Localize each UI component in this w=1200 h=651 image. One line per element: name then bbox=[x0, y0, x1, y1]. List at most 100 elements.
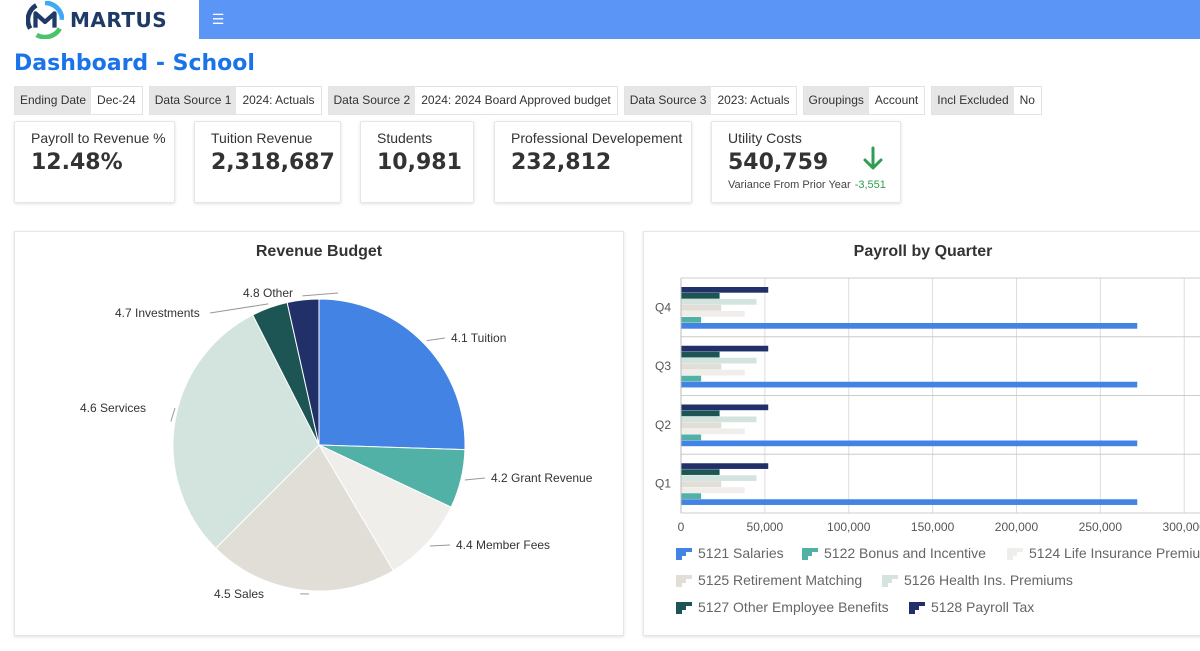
pie-leader-line bbox=[429, 544, 451, 547]
bar-q4-5128-payroll-tax[interactable] bbox=[681, 287, 769, 293]
kpi-card-payroll-to-revenue[interactable]: Payroll to Revenue % 12.48% bbox=[14, 121, 175, 203]
menu-toggle-icon[interactable]: ☰ bbox=[211, 11, 225, 27]
bar-q2-5125-retirement-matching[interactable] bbox=[681, 422, 722, 429]
bar-q1-5122-bonus-and-incentive[interactable] bbox=[681, 493, 702, 499]
legend-item-health-ins[interactable]: 5126 Health Ins. Premiums bbox=[882, 572, 1073, 588]
bar-q2-5124-life-insurance-premiums[interactable] bbox=[681, 428, 745, 435]
kpi-label: Professional Developement bbox=[511, 130, 683, 146]
bar-q2-5128-payroll-tax[interactable] bbox=[681, 404, 769, 411]
bar-q1-5121-salaries[interactable] bbox=[681, 499, 1138, 505]
pie-label-4-4-member-fees: 4.4 Member Fees bbox=[456, 538, 550, 552]
kpi-value: 2,318,687 bbox=[211, 150, 335, 175]
bar-q2-5122-bonus-and-incentive[interactable] bbox=[681, 434, 702, 441]
kpi-card-tuition-revenue[interactable]: Tuition Revenue 2,318,687 bbox=[194, 121, 341, 203]
filter-incl-excluded[interactable]: Incl Excluded No bbox=[931, 86, 1042, 115]
kpi-card-professional-development[interactable]: Professional Developement 232,812 bbox=[494, 121, 692, 203]
filter-value[interactable]: 2023: Actuals bbox=[711, 87, 796, 114]
pie-slice-4-5-sales[interactable] bbox=[215, 444, 395, 592]
pie-label-4-5-sales: 4.5 Sales bbox=[214, 587, 264, 601]
pie-slice-4-8-other[interactable] bbox=[286, 298, 320, 446]
filter-label: Data Source 1 bbox=[149, 87, 237, 114]
legend-item-salaries[interactable]: 5121 Salaries bbox=[676, 545, 784, 561]
top-bar: MARTUS ☰ bbox=[0, 0, 1200, 39]
legend-swatch bbox=[882, 575, 898, 588]
legend-item-retirement[interactable]: 5125 Retirement Matching bbox=[676, 572, 862, 588]
filter-value[interactable]: No bbox=[1013, 87, 1041, 114]
bar-q2-5127-other-employee-benefits[interactable] bbox=[681, 410, 720, 417]
payroll-chart-title: Payroll by Quarter bbox=[853, 243, 993, 260]
bar-q3-5126-health-ins-premiums[interactable] bbox=[681, 357, 757, 364]
filter-ending-date[interactable]: Ending Date Dec-24 bbox=[14, 86, 143, 115]
kpi-label: Tuition Revenue bbox=[211, 130, 313, 146]
bar-q4-5126-health-ins-premiums[interactable] bbox=[681, 299, 757, 305]
filter-value[interactable]: 2024: 2024 Board Approved budget bbox=[415, 87, 617, 114]
pie-slice-4-1-tuition[interactable] bbox=[318, 298, 466, 451]
pie-slice-4-4-member-fees[interactable] bbox=[317, 443, 452, 572]
filter-groupings[interactable]: Groupings Account bbox=[802, 86, 926, 115]
bar-q4-5124-life-insurance-premiums[interactable] bbox=[681, 311, 745, 317]
nav-bar: ☰ bbox=[199, 0, 1200, 39]
filter-value[interactable]: Dec-24 bbox=[91, 87, 142, 114]
bar-q1-5126-health-ins-premiums[interactable] bbox=[681, 475, 757, 481]
y-tick-label-q3: Q3 bbox=[655, 359, 671, 373]
page-title: Dashboard - School bbox=[14, 51, 255, 76]
legend-item-other-benefits[interactable]: 5127 Other Employee Benefits bbox=[676, 599, 889, 615]
revenue-budget-panel: Revenue Budget 4.1 Tuition 4.2 Grant Reve… bbox=[14, 231, 624, 636]
logo[interactable]: MARTUS bbox=[0, 0, 199, 39]
kpi-card-utility-costs[interactable]: Utility Costs 540,759 Variance From Prio… bbox=[711, 121, 901, 203]
filter-label: Ending Date bbox=[15, 87, 92, 114]
filter-data-source-1[interactable]: Data Source 1 2024: Actuals bbox=[148, 86, 322, 115]
filter-data-source-3[interactable]: Data Source 3 2023: Actuals bbox=[623, 86, 797, 115]
variance-value: -3,551 bbox=[854, 179, 886, 191]
x-tick-label: 250,000 bbox=[1079, 520, 1123, 534]
revenue-pie-chart[interactable]: 4.1 Tuition 4.2 Grant Revenue 4.4 Member F… bbox=[15, 232, 623, 635]
kpi-value: 540,759 bbox=[728, 150, 829, 175]
filter-value[interactable]: Account bbox=[868, 87, 925, 114]
arrow-down-icon bbox=[863, 146, 883, 170]
kpi-card-students[interactable]: Students 10,981 bbox=[360, 121, 474, 203]
bar-q4-5125-retirement-matching[interactable] bbox=[681, 305, 722, 311]
bar-q3-5124-life-insurance-premiums[interactable] bbox=[681, 369, 745, 376]
legend-label: 5125 Retirement Matching bbox=[698, 572, 863, 588]
legend-item-life-insurance[interactable]: 5124 Life Insurance Premiums bbox=[1007, 545, 1200, 561]
kpi-value: 12.48% bbox=[31, 150, 123, 175]
payroll-by-quarter-panel: Payroll by Quarter 0 50,000 100,000 150,000… bbox=[643, 231, 1200, 636]
legend-label: 5126 Health Ins. Premiums bbox=[904, 572, 1073, 588]
bar-q1-5125-retirement-matching[interactable] bbox=[681, 481, 722, 487]
legend-swatch bbox=[676, 575, 692, 588]
legend-swatch bbox=[909, 602, 925, 615]
pie-leader-line bbox=[464, 477, 486, 481]
legend-label: 5122 Bonus and Incentive bbox=[824, 545, 986, 561]
x-tick-label: 150,000 bbox=[911, 520, 955, 534]
bar-q1-5128-payroll-tax[interactable] bbox=[681, 463, 769, 469]
legend-label: 5127 Other Employee Benefits bbox=[698, 599, 889, 615]
bar-q2-5126-health-ins-premiums[interactable] bbox=[681, 416, 757, 423]
bar-q3-5121-salaries[interactable] bbox=[681, 381, 1138, 388]
legend-item-payroll-tax[interactable]: 5128 Payroll Tax bbox=[909, 599, 1034, 615]
bar-q1-5124-life-insurance-premiums[interactable] bbox=[681, 487, 745, 493]
filter-value[interactable]: 2024: Actuals bbox=[236, 87, 321, 114]
kpi-label: Utility Costs bbox=[728, 130, 802, 146]
payroll-bar-chart[interactable]: 0 50,000 100,000 150,000 200,000 250,000 300,0… bbox=[644, 232, 1200, 542]
filter-label: Groupings bbox=[803, 87, 869, 114]
bar-q4-5127-other-employee-benefits[interactable] bbox=[681, 293, 720, 299]
bar-q4-5122-bonus-and-incentive[interactable] bbox=[681, 317, 702, 323]
legend-label: 5121 Salaries bbox=[698, 545, 784, 561]
pie-leader-line bbox=[302, 292, 339, 297]
kpi-variance: Variance From Prior Year -3,551 bbox=[728, 179, 886, 191]
bar-q4-5121-salaries[interactable] bbox=[681, 323, 1138, 329]
bar-q3-5122-bonus-and-incentive[interactable] bbox=[681, 375, 702, 382]
filter-label: Data Source 2 bbox=[328, 87, 416, 114]
pie-slice-4-6-services[interactable] bbox=[172, 314, 320, 549]
bar-q3-5125-retirement-matching[interactable] bbox=[681, 363, 722, 370]
bar-q3-5128-payroll-tax[interactable] bbox=[681, 345, 769, 352]
bar-q2-5121-salaries[interactable] bbox=[681, 440, 1138, 447]
pie-label-4-2-grant-revenue: 4.2 Grant Revenue bbox=[491, 471, 593, 485]
legend-item-bonus[interactable]: 5122 Bonus and Incentive bbox=[802, 545, 986, 561]
filter-bar: Ending Date Dec-24 Data Source 1 2024: A… bbox=[14, 86, 1042, 115]
bar-q3-5127-other-employee-benefits[interactable] bbox=[681, 351, 720, 358]
kpi-value: 232,812 bbox=[511, 150, 612, 175]
filter-data-source-2[interactable]: Data Source 2 2024: 2024 Board Approved … bbox=[327, 86, 618, 115]
bar-q1-5127-other-employee-benefits[interactable] bbox=[681, 469, 720, 475]
pie-leader-line bbox=[426, 337, 446, 342]
